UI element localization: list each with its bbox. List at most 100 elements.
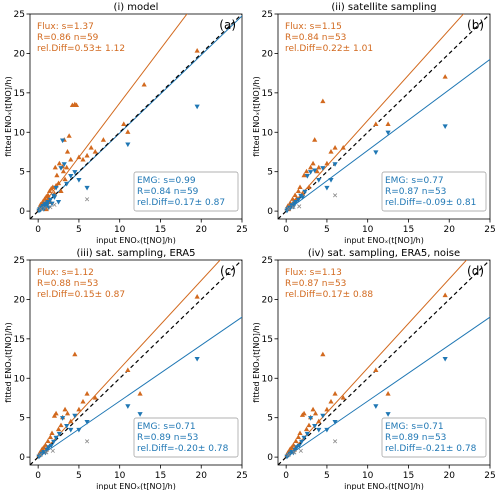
emg-fit-line <box>285 316 490 458</box>
emg-point <box>72 413 78 419</box>
panel-title: (iv) sat. sampling, ERA5, noise <box>308 248 460 259</box>
y-tick-label: 20 <box>262 49 274 59</box>
emg-point <box>53 435 59 441</box>
flux-point <box>324 406 330 412</box>
emg-box-line: R=0.87 n=53 <box>385 187 446 197</box>
other-point <box>42 205 47 211</box>
emg-point <box>373 150 379 155</box>
y-tick-label: 20 <box>262 295 274 305</box>
y-tick-label: 25 <box>262 256 273 266</box>
flux-point <box>312 137 318 142</box>
emg-point <box>60 416 66 421</box>
flux-point <box>320 98 326 104</box>
emg-point <box>308 416 314 421</box>
flux-point <box>316 164 322 170</box>
flux-point <box>295 188 301 194</box>
x-tick-label: 15 <box>403 225 414 235</box>
panel-label: (d) <box>467 264 484 278</box>
flux-point <box>92 148 98 154</box>
flux-box-frame <box>282 18 382 57</box>
emg-point <box>56 431 62 437</box>
one-to-one-line <box>30 14 242 219</box>
y-axis-label: fitted ENOₓ(t[NO]/h) <box>4 76 13 156</box>
flux-point <box>306 422 312 428</box>
series-emg <box>284 356 448 460</box>
emg-point <box>125 142 131 148</box>
flux-point <box>125 129 131 134</box>
y-tick-label: 20 <box>14 295 26 305</box>
y-axis-label: fitted ENOₓ(t[NO]/h) <box>252 322 261 402</box>
y-tick-label: 10 <box>14 374 26 384</box>
y-axis-label: fitted ENOₓ(t[NO]/h) <box>252 76 261 156</box>
emg-point <box>316 177 322 183</box>
y-tick-label: 25 <box>14 256 25 266</box>
emg-box-line: R=0.89 n=53 <box>137 433 198 443</box>
emg-point <box>60 138 66 144</box>
emg-point <box>46 445 52 450</box>
emg-point <box>320 413 326 419</box>
flux-point <box>328 398 334 404</box>
flux-point <box>312 410 319 416</box>
flux-point <box>385 121 391 126</box>
panel-label: (c) <box>220 264 236 278</box>
flux-point <box>385 391 391 396</box>
emg-point <box>76 427 82 433</box>
flux-point <box>56 160 62 166</box>
flux-point <box>137 391 143 396</box>
flux-point <box>328 148 334 154</box>
plot-frame <box>277 13 491 220</box>
emg-point <box>44 203 50 208</box>
flux-box-line: Flux: s=1.12 <box>37 268 94 278</box>
flux-point <box>58 188 64 194</box>
flux-point <box>64 148 71 154</box>
flux-point <box>73 102 80 108</box>
y-tick-label: 15 <box>262 89 273 99</box>
flux-point <box>316 418 322 424</box>
flux-box-line: rel.Diff=0.17± 0.88 <box>285 290 373 300</box>
flux-box-line: rel.Diff=0.53± 1.12 <box>37 44 125 54</box>
emg-point <box>294 445 300 450</box>
other-point <box>332 193 338 198</box>
flux-point <box>301 172 307 178</box>
emg-point <box>442 124 448 129</box>
x-tick-label: 0 <box>35 471 41 481</box>
emg-point <box>320 166 326 171</box>
emg-point <box>194 104 200 110</box>
emg-point <box>287 206 293 211</box>
emg-point <box>302 189 308 195</box>
emg-point <box>48 443 54 449</box>
series-other <box>286 439 338 457</box>
emg-point <box>312 423 318 429</box>
flux-point <box>442 74 448 79</box>
flux-point <box>46 188 53 194</box>
emg-fit-line <box>285 58 490 212</box>
other-point <box>298 448 303 453</box>
emg-point <box>332 162 338 167</box>
emg-point <box>72 170 78 175</box>
other-point <box>332 439 338 444</box>
emg-point <box>301 435 307 441</box>
y-tick-label: 5 <box>267 414 273 424</box>
y-tick-label: 10 <box>262 374 274 384</box>
x-tick-label: 5 <box>324 225 330 235</box>
other-point <box>44 450 49 455</box>
flux-point <box>125 367 131 372</box>
flux-point <box>62 176 68 182</box>
flux-box-line: Flux: s=1.15 <box>285 22 342 32</box>
flux-point <box>303 168 310 174</box>
fit-lines <box>30 14 242 219</box>
emg-point <box>58 166 64 171</box>
y-tick-label: 10 <box>262 128 274 138</box>
flux-point <box>68 418 74 424</box>
flux-point <box>76 406 82 412</box>
y-tick-label: 15 <box>14 335 25 345</box>
plot-frame <box>29 259 243 466</box>
emg-point <box>84 420 90 425</box>
emg-fit-line <box>37 15 242 212</box>
x-axis-label: input ENOₓ(t[NO]/h) <box>96 482 176 490</box>
panel-4: 0 5 10 15 20 25 0 5 10 15 20 25 input ENOₓ(t[NO]/h) f… <box>252 248 496 490</box>
other-point <box>48 205 53 210</box>
